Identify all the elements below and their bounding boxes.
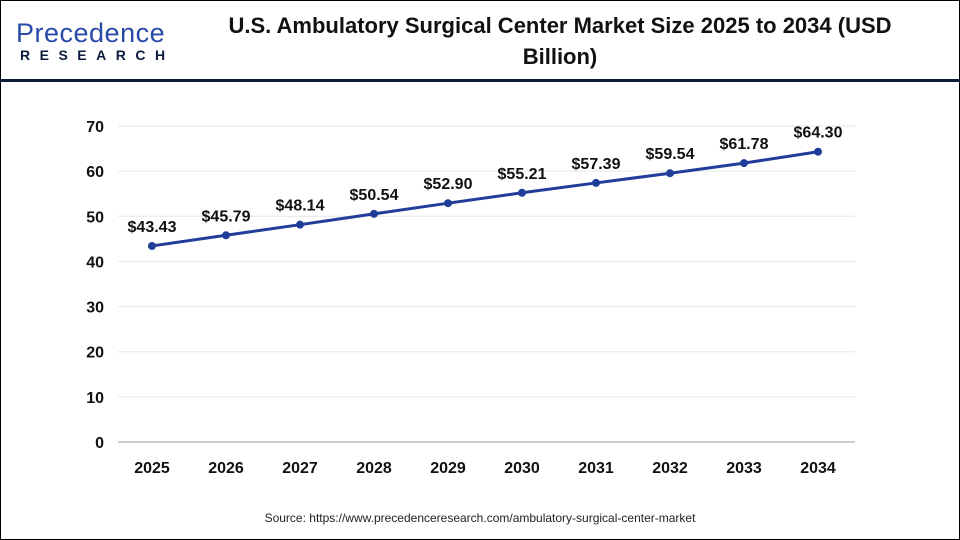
data-point [296, 220, 304, 229]
data-point [370, 209, 378, 218]
x-tick-label: 2032 [652, 460, 688, 477]
x-tick-label: 2030 [504, 460, 540, 477]
y-tick-label: 40 [86, 254, 104, 271]
y-tick-label: 20 [86, 345, 104, 362]
data-label: $48.14 [276, 198, 325, 215]
y-tick-label: 10 [86, 390, 104, 407]
header-divider [0, 79, 960, 82]
x-tick-label: 2033 [726, 460, 762, 477]
chart-title: U.S. Ambulatory Surgical Center Market S… [228, 13, 892, 69]
x-tick-label: 2034 [800, 460, 836, 477]
data-point [518, 188, 526, 197]
x-tick-label: 2025 [134, 460, 170, 477]
data-point [592, 178, 600, 187]
x-tick-label: 2027 [282, 460, 318, 477]
y-tick-label: 60 [86, 164, 104, 181]
data-label: $64.30 [794, 125, 843, 142]
data-point [740, 159, 748, 168]
logo-line1: Precedence [16, 18, 166, 48]
data-label: $57.39 [572, 156, 621, 173]
y-tick-label: 0 [95, 435, 104, 452]
data-point [444, 199, 452, 208]
data-label: $45.79 [202, 208, 251, 225]
data-point [666, 169, 674, 178]
data-point [814, 147, 822, 156]
data-point [148, 241, 156, 250]
data-label: $43.43 [128, 219, 177, 236]
x-tick-label: 2026 [208, 460, 244, 477]
y-tick-label: 30 [86, 300, 104, 317]
data-label: $61.78 [720, 136, 769, 153]
series-line [151, 150, 819, 248]
x-tick-label: 2028 [356, 460, 392, 477]
data-point [222, 231, 230, 240]
data-label: $52.90 [424, 176, 473, 193]
x-tick-label: 2031 [578, 460, 614, 477]
data-label: $59.54 [646, 146, 695, 163]
source-note: Source: https://www.precedenceresearch.c… [264, 511, 696, 525]
data-label: $50.54 [350, 187, 399, 204]
logo: Precedence RESEARCH [16, 18, 175, 64]
logo-line2: RESEARCH [20, 47, 175, 63]
x-tick-label: 2029 [430, 460, 466, 477]
y-tick-label: 70 [86, 119, 104, 136]
data-label: $55.21 [498, 166, 547, 183]
y-tick-label: 50 [86, 209, 104, 226]
